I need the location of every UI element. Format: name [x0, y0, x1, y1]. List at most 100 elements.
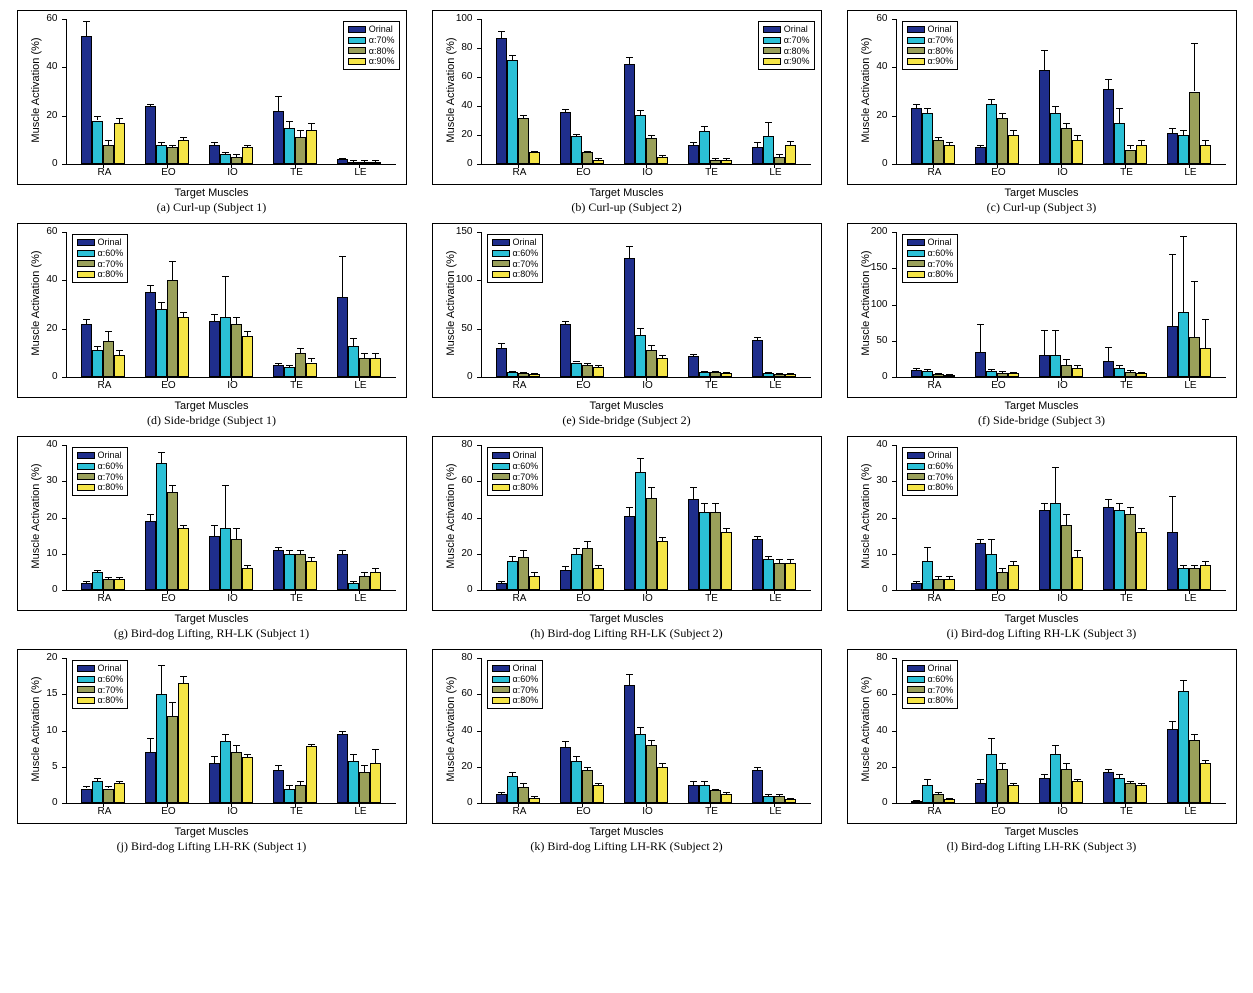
- error-bar: [587, 541, 588, 548]
- panel-caption: (j) Bird-dog Lifting LH-RK (Subject 1): [117, 839, 307, 854]
- bar: [571, 761, 582, 803]
- error-cap: [1180, 565, 1187, 566]
- y-tick-label: 50: [461, 323, 472, 334]
- error-cap: [233, 528, 240, 529]
- error-cap: [637, 110, 644, 111]
- chart-box: 020406080RAEOIOTELEMuscle Activation (%)…: [847, 649, 1237, 824]
- y-axis-label: Muscle Activation (%): [445, 233, 457, 373]
- x-tick: [167, 164, 168, 168]
- legend-label: α:80%: [928, 482, 954, 493]
- error-cap: [723, 528, 730, 529]
- x-tick-label: EO: [987, 593, 1011, 604]
- legend-swatch: [492, 452, 510, 459]
- bar: [624, 258, 635, 377]
- error-bar: [236, 528, 237, 539]
- x-axis-label: Target Muscles: [590, 400, 664, 412]
- bar: [1072, 557, 1083, 590]
- legend-swatch: [907, 463, 925, 470]
- error-cap: [169, 261, 176, 262]
- error-cap: [701, 126, 708, 127]
- x-tick: [774, 377, 775, 381]
- y-tick-label: 10: [876, 548, 887, 559]
- error-cap: [1074, 779, 1081, 780]
- legend-swatch: [492, 250, 510, 257]
- error-cap: [498, 343, 505, 344]
- legend-row: α:80%: [492, 482, 539, 493]
- x-tick-label: IO: [636, 167, 660, 178]
- y-tick-label: 50: [876, 335, 887, 346]
- error-bar: [300, 130, 301, 137]
- error-cap: [1191, 281, 1198, 282]
- legend-swatch: [77, 697, 95, 704]
- legend-swatch: [77, 484, 95, 491]
- legend-label: α:90%: [784, 56, 810, 67]
- legend-swatch: [77, 473, 95, 480]
- x-axis-label: Target Muscles: [590, 826, 664, 838]
- legend-swatch: [492, 686, 510, 693]
- y-axis-label: Muscle Activation (%): [860, 233, 872, 373]
- x-axis-label: Target Muscles: [1005, 187, 1079, 199]
- y-tick-label: 20: [461, 548, 472, 559]
- x-tick: [1125, 803, 1126, 807]
- error-cap: [361, 353, 368, 354]
- error-cap: [626, 246, 633, 247]
- y-tick-label: 60: [461, 688, 472, 699]
- legend-row: α:70%: [348, 35, 395, 46]
- x-tick: [103, 164, 104, 168]
- x-tick: [933, 377, 934, 381]
- bar: [646, 138, 657, 164]
- y-axis: [481, 232, 482, 377]
- bar: [507, 776, 518, 803]
- error-cap: [999, 568, 1006, 569]
- legend-label: Orinal: [513, 663, 537, 674]
- error-cap: [509, 55, 516, 56]
- x-axis-label: Target Muscles: [175, 826, 249, 838]
- legend-row: α:60%: [492, 674, 539, 685]
- chart-box: 0204060RAEOIOTELEMuscle Activation (%)Or…: [17, 223, 407, 398]
- x-tick-label: LE: [764, 593, 788, 604]
- y-axis: [481, 445, 482, 590]
- x-tick: [295, 590, 296, 594]
- y-tick-label: 40: [46, 274, 57, 285]
- error-bar: [150, 738, 151, 753]
- error-cap: [498, 792, 505, 793]
- legend-label: Orinal: [98, 450, 122, 461]
- panel-l: 020406080RAEOIOTELEMuscle Activation (%)…: [840, 649, 1243, 854]
- legend-swatch: [907, 665, 925, 672]
- x-tick-label: IO: [1051, 593, 1075, 604]
- error-cap: [562, 741, 569, 742]
- x-tick-label: TE: [700, 380, 724, 391]
- legend-label: α:80%: [928, 695, 954, 706]
- bar: [114, 355, 125, 377]
- chart-box: 05101520RAEOIOTELEMuscle Activation (%)O…: [17, 649, 407, 824]
- panel-d: 0204060RAEOIOTELEMuscle Activation (%)Or…: [10, 223, 413, 428]
- bar: [81, 583, 92, 590]
- bar: [1103, 361, 1114, 377]
- x-tick: [710, 164, 711, 168]
- legend-label: Orinal: [928, 450, 952, 461]
- bar: [752, 340, 763, 377]
- error-cap: [1105, 347, 1112, 348]
- bar: [370, 358, 381, 377]
- bar: [220, 154, 231, 164]
- error-cap: [787, 559, 794, 560]
- bar: [496, 794, 507, 803]
- x-tick-label: EO: [987, 167, 1011, 178]
- legend-label: Orinal: [784, 24, 808, 35]
- error-cap: [1202, 140, 1209, 141]
- legend-label: Orinal: [98, 663, 122, 674]
- error-cap: [648, 345, 655, 346]
- bar: [1167, 729, 1178, 803]
- error-cap: [1074, 550, 1081, 551]
- error-cap: [754, 767, 761, 768]
- legend-row: α:60%: [77, 674, 124, 685]
- legend-row: α:70%: [77, 259, 124, 270]
- error-cap: [595, 783, 602, 784]
- panel-f: 050100150200RAEOIOTELEMuscle Activation …: [840, 223, 1243, 428]
- x-axis-label: Target Muscles: [175, 400, 249, 412]
- y-tick-label: 60: [876, 688, 887, 699]
- y-tick-label: 0: [882, 797, 888, 808]
- x-tick-label: RA: [508, 806, 532, 817]
- error-cap: [626, 507, 633, 508]
- legend-row: α:90%: [907, 56, 954, 67]
